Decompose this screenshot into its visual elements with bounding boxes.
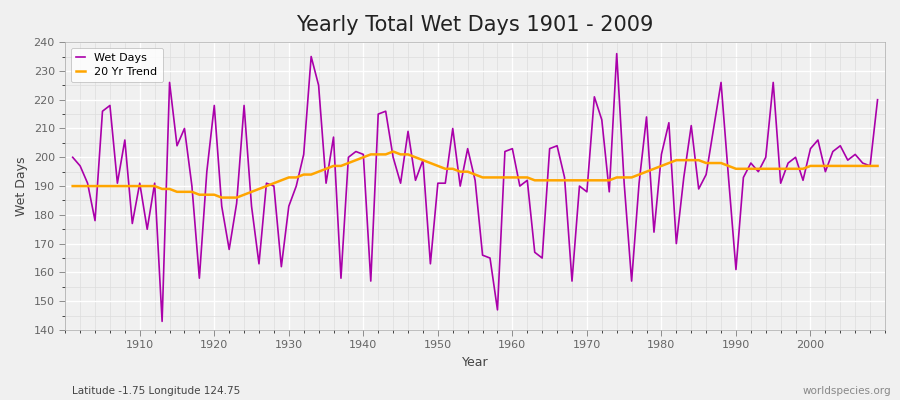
Text: Latitude -1.75 Longitude 124.75: Latitude -1.75 Longitude 124.75 — [72, 386, 240, 396]
Title: Yearly Total Wet Days 1901 - 2009: Yearly Total Wet Days 1901 - 2009 — [296, 15, 653, 35]
Wet Days — [157, 319, 167, 324]
Wet Days — [611, 51, 622, 56]
Wet Days — [872, 97, 883, 102]
Legend: Wet Days, 20 Yr Trend: Wet Days, 20 Yr Trend — [71, 48, 163, 82]
Y-axis label: Wet Days: Wet Days — [15, 156, 28, 216]
20 Yr Trend — [343, 161, 354, 166]
20 Yr Trend — [515, 175, 526, 180]
Wet Days — [127, 221, 138, 226]
Wet Days — [507, 146, 517, 151]
20 Yr Trend — [611, 175, 622, 180]
Wet Days — [604, 190, 615, 194]
20 Yr Trend — [872, 164, 883, 168]
X-axis label: Year: Year — [462, 356, 489, 369]
Wet Days — [298, 152, 309, 157]
Line: Wet Days: Wet Days — [73, 54, 878, 321]
Wet Days — [515, 184, 526, 188]
20 Yr Trend — [68, 184, 78, 188]
Wet Days — [68, 155, 78, 160]
20 Yr Trend — [522, 175, 533, 180]
20 Yr Trend — [388, 149, 399, 154]
20 Yr Trend — [298, 172, 309, 177]
Line: 20 Yr Trend: 20 Yr Trend — [73, 152, 878, 198]
Text: worldspecies.org: worldspecies.org — [803, 386, 891, 396]
20 Yr Trend — [216, 195, 227, 200]
Wet Days — [343, 155, 354, 160]
20 Yr Trend — [127, 184, 138, 188]
